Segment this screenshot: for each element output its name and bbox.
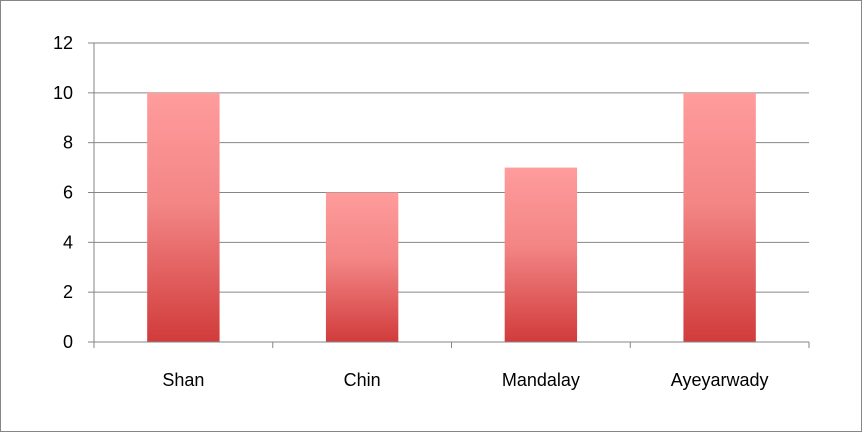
labels: 0 2 4 6 8 10 12 Shan Chin Mandalay Ayeyarwady [53,33,769,390]
y-tick-label: 10 [53,83,73,103]
bar-shan [147,92,220,342]
y-tick-label: 0 [63,332,73,352]
y-tick-label: 12 [53,33,73,53]
x-category-label: Mandalay [502,370,580,390]
y-tick-label: 8 [63,133,73,153]
x-category-label: Shan [162,370,204,390]
bar-mandalay [504,167,578,342]
bar-chin [325,192,399,342]
y-tick-label: 6 [63,183,73,203]
bar-ayeyarwady [683,92,756,342]
x-category-label: Chin [344,370,381,390]
y-tick-label: 2 [63,282,73,302]
bars [147,92,756,342]
x-category-label: Ayeyarwady [671,370,769,390]
axes [88,42,810,348]
y-tick-label: 4 [63,232,73,252]
